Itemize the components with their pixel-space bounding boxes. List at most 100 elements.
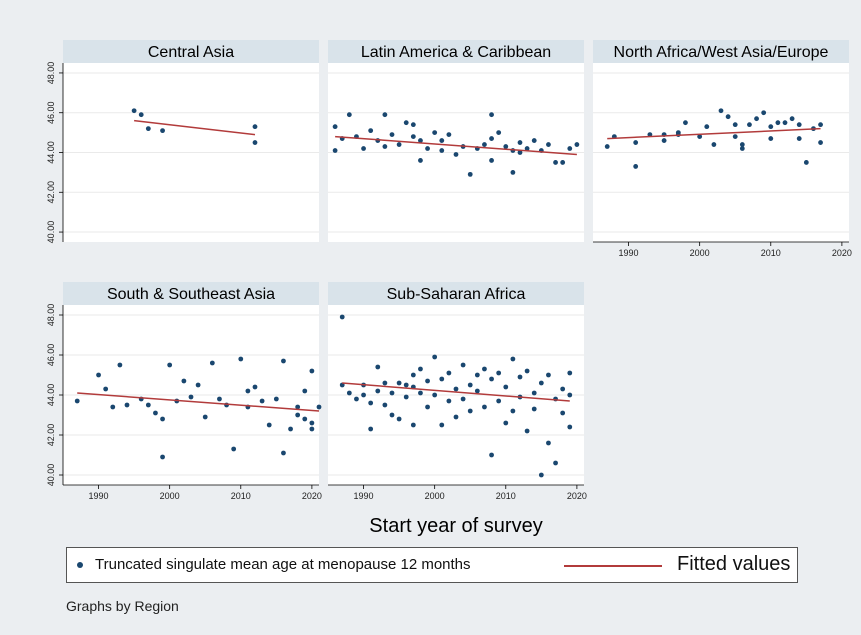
data-point bbox=[446, 398, 452, 404]
data-point bbox=[633, 164, 639, 169]
data-point bbox=[467, 408, 473, 414]
data-point bbox=[675, 130, 681, 136]
data-point bbox=[410, 134, 416, 139]
fitted-line bbox=[342, 382, 570, 402]
y-tick-label: 44.00 bbox=[46, 141, 56, 164]
data-point bbox=[425, 378, 430, 384]
data-point bbox=[131, 108, 137, 114]
data-point bbox=[732, 134, 738, 139]
data-point bbox=[524, 146, 530, 151]
data-point bbox=[446, 132, 452, 138]
data-point bbox=[546, 440, 551, 446]
y-tick-label: 42.00 bbox=[46, 424, 56, 447]
data-point bbox=[467, 171, 473, 177]
panel-title: North Africa/West Asia/Europe bbox=[614, 44, 829, 61]
data-point bbox=[439, 138, 445, 143]
data-point bbox=[339, 314, 345, 320]
data-point bbox=[332, 148, 338, 153]
panel-5: Sub-Saharan Africa 1990 2000 2010 2020 bbox=[328, 282, 587, 501]
data-point bbox=[754, 116, 759, 122]
fitted-line bbox=[607, 127, 821, 140]
data-point bbox=[546, 142, 551, 147]
data-point bbox=[796, 136, 802, 141]
data-point bbox=[160, 416, 165, 422]
data-point bbox=[382, 144, 388, 149]
data-point bbox=[425, 404, 430, 410]
data-point bbox=[683, 120, 688, 126]
data-point bbox=[453, 152, 459, 157]
data-point bbox=[396, 380, 402, 386]
data-point bbox=[768, 124, 774, 130]
data-point bbox=[489, 158, 494, 163]
panel-3: North Africa/West Asia/Europe 1990 2000 201… bbox=[593, 40, 852, 258]
data-point bbox=[503, 420, 509, 426]
panel-2: Latin America & Caribbean bbox=[328, 40, 584, 242]
data-point bbox=[510, 169, 516, 175]
data-point bbox=[474, 388, 480, 394]
x-tick-label: 1990 bbox=[89, 491, 109, 501]
x-tick-label: 2020 bbox=[302, 491, 322, 501]
data-point bbox=[117, 362, 123, 368]
fitted-line bbox=[77, 392, 320, 412]
data-point bbox=[567, 370, 573, 376]
legend-label-points: Truncated singulate mean age at menopaus… bbox=[95, 556, 471, 573]
data-point bbox=[474, 372, 480, 378]
data-point bbox=[382, 380, 388, 386]
data-point bbox=[346, 112, 352, 118]
data-point bbox=[739, 142, 745, 147]
data-point bbox=[295, 404, 301, 410]
y-tick-label: 42.00 bbox=[46, 181, 56, 204]
data-point bbox=[496, 398, 502, 404]
data-point bbox=[531, 406, 537, 412]
data-point bbox=[252, 384, 258, 390]
data-point bbox=[252, 140, 258, 145]
data-point bbox=[302, 388, 308, 394]
panel-title-strip bbox=[593, 40, 849, 63]
data-point bbox=[496, 370, 502, 376]
data-point bbox=[510, 356, 516, 362]
data-point bbox=[775, 120, 781, 126]
x-tick-label: 1990 bbox=[619, 248, 639, 258]
data-point bbox=[803, 160, 809, 165]
data-point bbox=[418, 366, 423, 372]
panel-title-strip bbox=[328, 282, 584, 305]
data-point bbox=[567, 424, 573, 430]
data-point bbox=[302, 416, 308, 422]
data-point bbox=[818, 140, 823, 145]
data-point bbox=[202, 414, 208, 420]
data-point bbox=[375, 388, 381, 394]
data-point bbox=[524, 368, 530, 374]
data-point bbox=[252, 124, 258, 130]
data-point bbox=[489, 112, 494, 118]
data-point bbox=[295, 412, 301, 418]
data-point bbox=[704, 124, 710, 130]
data-point bbox=[368, 426, 374, 432]
data-point bbox=[396, 142, 402, 147]
data-point bbox=[410, 122, 416, 128]
data-point bbox=[496, 130, 502, 136]
data-point bbox=[382, 402, 388, 408]
x-tick-label: 2010 bbox=[231, 491, 251, 501]
data-point bbox=[209, 360, 215, 366]
data-point bbox=[231, 446, 237, 452]
data-point bbox=[604, 144, 610, 149]
data-point bbox=[725, 114, 731, 120]
data-point bbox=[217, 396, 222, 402]
data-point bbox=[281, 358, 286, 364]
data-point bbox=[574, 142, 580, 147]
data-point bbox=[103, 386, 109, 392]
data-point bbox=[546, 372, 551, 378]
data-point bbox=[560, 386, 566, 392]
data-point bbox=[273, 396, 279, 402]
data-point bbox=[460, 396, 466, 402]
data-point bbox=[761, 110, 767, 116]
data-point bbox=[460, 362, 466, 368]
data-point bbox=[361, 146, 366, 151]
x-tick-label: 2010 bbox=[496, 491, 516, 501]
data-point bbox=[796, 122, 802, 128]
data-point bbox=[453, 386, 459, 392]
data-point bbox=[238, 356, 244, 362]
x-tick-label: 2020 bbox=[567, 491, 587, 501]
data-point bbox=[124, 402, 130, 408]
data-point bbox=[538, 380, 544, 386]
